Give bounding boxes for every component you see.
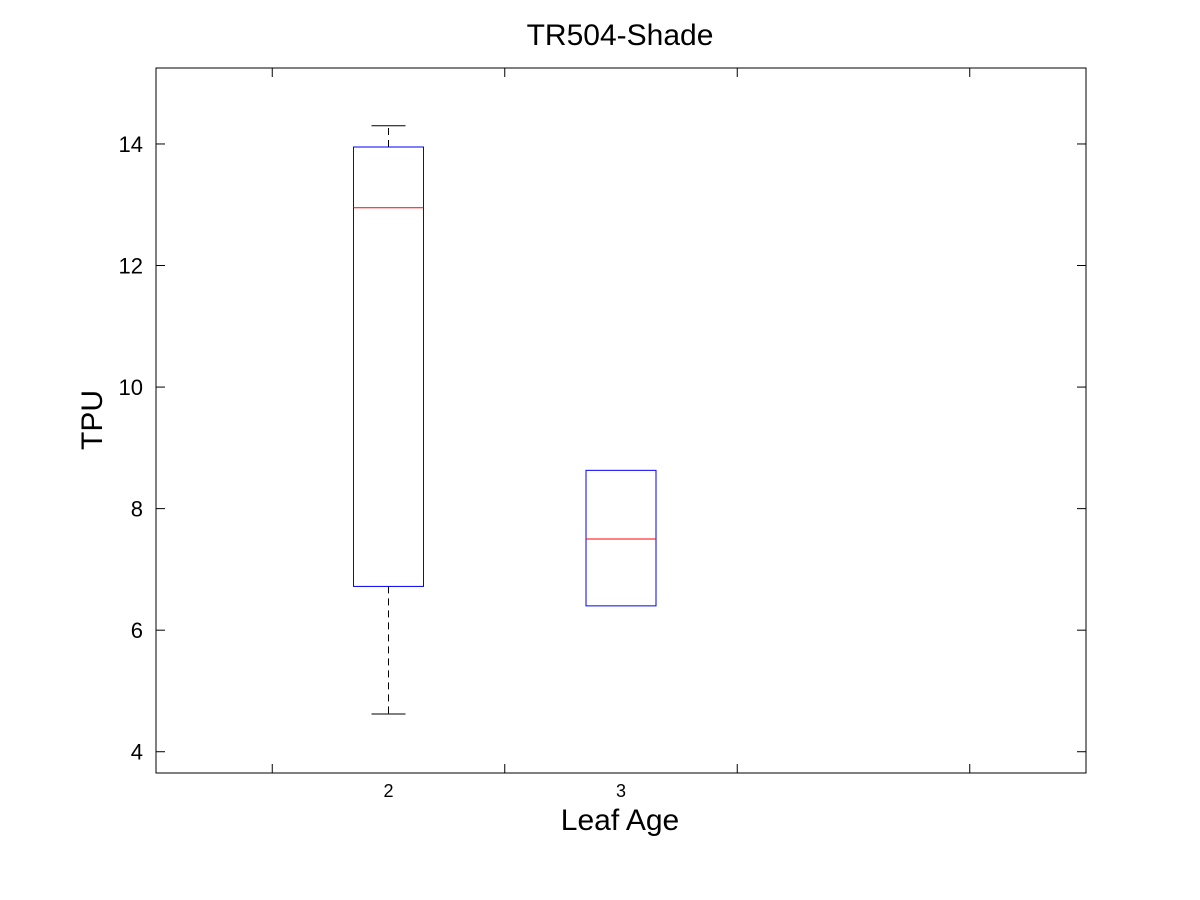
box-2: 2 bbox=[353, 125, 424, 801]
box-iqr bbox=[585, 469, 657, 607]
y-tick-label: 14 bbox=[119, 132, 143, 157]
box-3: 3 bbox=[585, 469, 657, 801]
x-tick-label: 2 bbox=[383, 781, 393, 801]
y-tick-label: 10 bbox=[119, 375, 143, 400]
y-axis-label: TPU bbox=[76, 390, 109, 450]
y-tick-label: 6 bbox=[131, 618, 143, 643]
axis-ticks: 4 6 8 10 12 14 bbox=[119, 68, 1086, 773]
y-tick-label: 8 bbox=[131, 497, 143, 522]
box-iqr bbox=[353, 146, 424, 587]
y-tick-label: 4 bbox=[131, 740, 143, 765]
plot-area-frame bbox=[155, 67, 1087, 774]
x-tick-label: 3 bbox=[616, 781, 626, 801]
chart-title: TR504-Shade bbox=[527, 19, 714, 52]
x-axis-label: Leaf Age bbox=[561, 804, 679, 837]
y-tick-label: 12 bbox=[119, 254, 143, 279]
